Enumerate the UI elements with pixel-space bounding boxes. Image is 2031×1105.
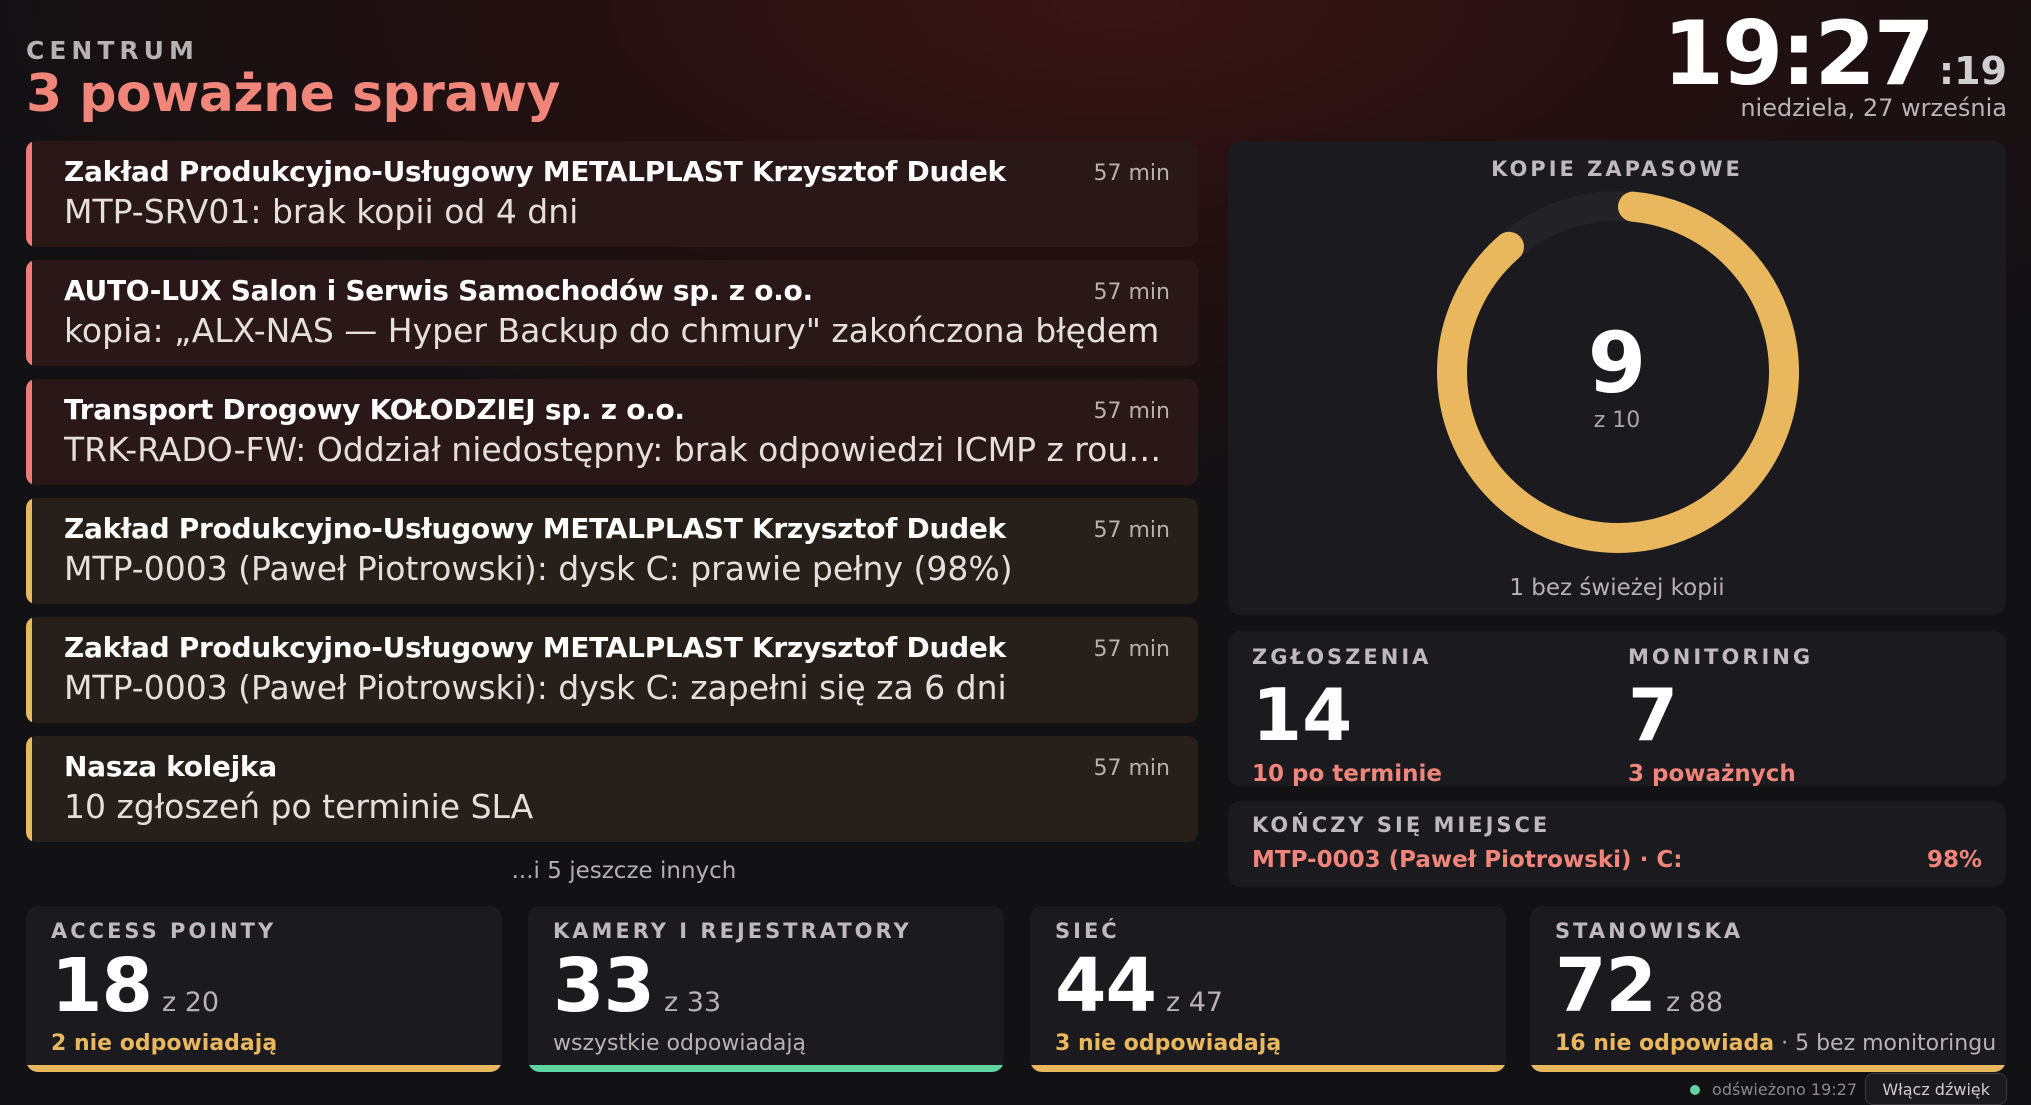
alert-description: MTP-SRV01: brak kopii od 4 dni bbox=[64, 192, 579, 231]
tile-sub: 2 nie odpowiadają bbox=[51, 1031, 477, 1056]
status-dot-icon bbox=[1690, 1084, 1701, 1095]
backup-value: 9 bbox=[1587, 314, 1647, 412]
clock-seconds: :19 bbox=[1938, 49, 2007, 93]
alert-time: 57 min bbox=[1093, 280, 1170, 305]
backup-total: z 10 bbox=[1593, 408, 1641, 433]
alert-time: 57 min bbox=[1093, 161, 1170, 186]
clock-date: niedziela, 27 września bbox=[1740, 94, 2007, 122]
tile-value: 18 bbox=[51, 943, 153, 1029]
tile-extra: · 5 bez monitoringu bbox=[1774, 1031, 1997, 1056]
tickets-stat[interactable]: ZGŁOSZENIA 14 10 po terminie bbox=[1252, 645, 1442, 787]
alert-title: AUTO-LUX Salon i Serwis Samochodów sp. z… bbox=[64, 274, 813, 307]
stats-panel: ZGŁOSZENIA 14 10 po terminie MONITORING … bbox=[1228, 631, 2006, 787]
tile-value: 44 bbox=[1055, 943, 1157, 1029]
tile-label: SIEĆ bbox=[1055, 919, 1120, 943]
tickets-sub: 10 po terminie bbox=[1252, 761, 1442, 787]
alert-card[interactable]: AUTO-LUX Salon i Serwis Samochodów sp. z… bbox=[26, 260, 1198, 366]
disk-space-item: MTP-0003 (Paweł Piotrowski) · C: bbox=[1252, 847, 1683, 873]
more-alerts-link[interactable]: ...i 5 jeszcze innych bbox=[511, 858, 737, 884]
alert-time: 57 min bbox=[1093, 637, 1170, 662]
tile-cameras[interactable]: KAMERY I REJESTRATORY 33 z 33 wszystkie o… bbox=[528, 906, 1004, 1072]
tickets-value: 14 bbox=[1252, 673, 1353, 757]
tile-label: STANOWISKA bbox=[1555, 919, 1744, 943]
tile-sub: wszystkie odpowiadają bbox=[553, 1031, 979, 1056]
refresh-status: odświeżono 19:27 bbox=[1690, 1080, 1857, 1099]
backup-title: KOPIE ZAPASOWE bbox=[1491, 157, 1743, 181]
tile-total: z 88 bbox=[1665, 987, 1724, 1018]
tile-total: z 33 bbox=[663, 987, 722, 1018]
alert-title: Zakład Produkcyjno-Usługowy METALPLAST K… bbox=[64, 155, 1006, 188]
clock: 19:27:19 bbox=[1663, 5, 2007, 103]
alert-card[interactable]: Zakład Produkcyjno-Usługowy METALPLAST K… bbox=[26, 141, 1198, 247]
alert-card[interactable]: Zakład Produkcyjno-Usługowy METALPLAST K… bbox=[26, 498, 1198, 604]
alert-description: 10 zgłoszeń po terminie SLA bbox=[64, 787, 534, 826]
page-title: 3 poważne sprawy bbox=[26, 64, 560, 124]
tile-value: 33 bbox=[553, 943, 655, 1029]
tile-sub-text: 16 nie odpowiada bbox=[1555, 1031, 1775, 1056]
monitoring-label: MONITORING bbox=[1628, 645, 1814, 669]
alert-card[interactable]: Transport Drogowy KOŁODZIEJ sp. z o.o. T… bbox=[26, 379, 1198, 485]
tickets-label: ZGŁOSZENIA bbox=[1252, 645, 1432, 669]
monitoring-sub: 3 poważnych bbox=[1628, 761, 1796, 787]
monitoring-value: 7 bbox=[1628, 673, 1679, 757]
alert-title: Zakład Produkcyjno-Usługowy METALPLAST K… bbox=[64, 512, 1006, 545]
alert-title: Transport Drogowy KOŁODZIEJ sp. z o.o. bbox=[64, 393, 685, 426]
tile-total: z 47 bbox=[1165, 987, 1224, 1018]
alert-time: 57 min bbox=[1093, 518, 1170, 543]
tile-sub: 3 nie odpowiadają bbox=[1055, 1031, 1481, 1056]
alert-description: TRK-RADO-FW: Oddział niedostępny: brak o… bbox=[64, 430, 1170, 469]
alert-description: MTP-0003 (Paweł Piotrowski): dysk C: zap… bbox=[64, 668, 1007, 707]
tile-sub-text: wszystkie odpowiadają bbox=[553, 1031, 806, 1056]
enable-sound-button[interactable]: Włącz dźwięk bbox=[1865, 1073, 2007, 1105]
tile-sub: 16 nie odpowiada · 5 bez monitoringu bbox=[1555, 1031, 1996, 1056]
tile-label: ACCESS POINTY bbox=[51, 919, 277, 943]
tile-sub-text: 3 nie odpowiadają bbox=[1055, 1031, 1282, 1056]
alert-time: 57 min bbox=[1093, 756, 1170, 781]
alert-description: MTP-0003 (Paweł Piotrowski): dysk C: pra… bbox=[64, 549, 1013, 588]
alert-title: Zakład Produkcyjno-Usługowy METALPLAST K… bbox=[64, 631, 1006, 664]
donut-arc bbox=[1437, 191, 1799, 553]
tile-sub-text: 2 nie odpowiadają bbox=[51, 1031, 278, 1056]
disk-space-panel[interactable]: KOŃCZY SIĘ MIEJSCE MTP-0003 (Paweł Piotr… bbox=[1228, 801, 2006, 887]
backup-note: 1 bez świeżej kopii bbox=[1509, 575, 1725, 601]
clock-time: 19:27 bbox=[1662, 2, 1935, 105]
monitoring-stat[interactable]: MONITORING 7 3 poważnych bbox=[1628, 645, 1813, 787]
alert-description: kopia: „ALX-NAS — Hyper Backup do chmury… bbox=[64, 311, 1160, 350]
disk-space-label: KOŃCZY SIĘ MIEJSCE bbox=[1252, 813, 1551, 837]
tile-workstations[interactable]: STANOWISKA 72 z 88 16 nie odpowiada · 5 b… bbox=[1530, 906, 2006, 1072]
tile-value: 72 bbox=[1555, 943, 1657, 1029]
section-eyebrow: CENTRUM bbox=[26, 36, 199, 65]
alert-time: 57 min bbox=[1093, 399, 1170, 424]
alert-card[interactable]: Nasza kolejka 10 zgłoszeń po terminie SL… bbox=[26, 736, 1198, 842]
disk-space-percent: 98% bbox=[1926, 847, 1982, 873]
tile-total: z 20 bbox=[161, 987, 220, 1018]
tile-label: KAMERY I REJESTRATORY bbox=[553, 919, 912, 943]
alerts-list: Zakład Produkcyjno-Usługowy METALPLAST K… bbox=[26, 141, 1198, 855]
alert-title: Nasza kolejka bbox=[64, 750, 277, 783]
tile-network[interactable]: SIEĆ 44 z 47 3 nie odpowiadają bbox=[1030, 906, 1506, 1072]
tile-access-points[interactable]: ACCESS POINTY 18 z 20 2 nie odpowiadają bbox=[26, 906, 502, 1072]
alert-card[interactable]: Zakład Produkcyjno-Usługowy METALPLAST K… bbox=[26, 617, 1198, 723]
backup-panel: KOPIE ZAPASOWE 9 z 10 1 bez świeżej kopi… bbox=[1228, 141, 2006, 615]
backup-donut bbox=[1437, 191, 1799, 553]
refresh-text: odświeżono 19:27 bbox=[1712, 1080, 1857, 1099]
